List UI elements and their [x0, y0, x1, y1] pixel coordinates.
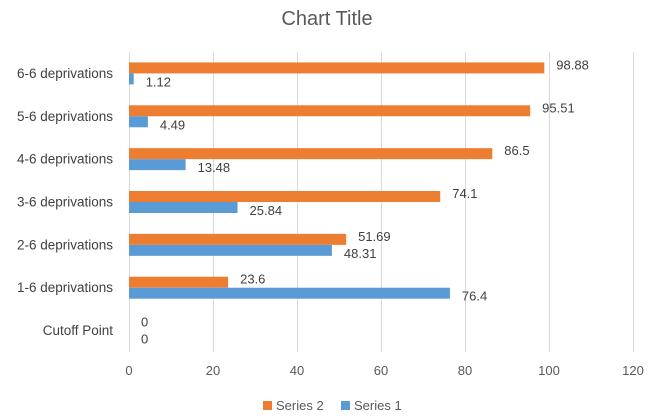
- bar: [129, 73, 134, 85]
- category-label: 1-6 deprivations: [17, 280, 113, 295]
- data-label: 76.4: [462, 289, 487, 304]
- data-label: 74.1: [452, 186, 477, 201]
- data-label: 86.5: [504, 143, 529, 158]
- x-tick-label: 20: [206, 363, 220, 378]
- data-label: 0: [141, 332, 148, 347]
- bar: [129, 159, 186, 171]
- bar: [129, 191, 441, 202]
- data-label: 0: [141, 315, 148, 330]
- x-tick-label: 0: [125, 363, 132, 378]
- bar: [129, 105, 531, 117]
- data-label: 4.49: [160, 117, 185, 132]
- bars: [129, 62, 545, 299]
- category-label: 4-6 deprivations: [17, 152, 113, 167]
- x-tick-label: 120: [622, 363, 644, 378]
- x-tick-label: 80: [458, 363, 472, 378]
- bar: [129, 62, 545, 74]
- data-label: 95.51: [542, 100, 575, 115]
- bar: [129, 276, 229, 288]
- chart-title: Chart Title: [281, 8, 372, 30]
- bar: [129, 244, 332, 256]
- bar: [129, 202, 238, 213]
- data-label: 48.31: [344, 246, 377, 261]
- bar: [129, 116, 148, 128]
- legend-swatch: [263, 401, 272, 410]
- data-label: 13.48: [198, 160, 231, 175]
- legend-swatch: [341, 401, 350, 410]
- category-labels: Cutoff Point 1-6 deprivations 2-6 deprivat…: [17, 66, 113, 338]
- bar: [129, 233, 347, 245]
- category-label: 5-6 deprivations: [17, 109, 113, 124]
- bar: [129, 148, 493, 160]
- x-tick-label: 60: [374, 363, 388, 378]
- data-label: 23.6: [240, 272, 265, 287]
- data-label: 98.88: [556, 57, 589, 72]
- legend-label: Series 1: [354, 398, 402, 413]
- x-tick-label: 100: [538, 363, 560, 378]
- category-label: 3-6 deprivations: [17, 195, 113, 210]
- bar: [129, 287, 450, 299]
- category-label: Cutoff Point: [43, 323, 114, 338]
- data-label: 25.84: [250, 203, 283, 218]
- x-tick-label: 40: [290, 363, 304, 378]
- data-label: 1.12: [146, 74, 171, 89]
- data-labels: 0 0 23.6 76.4 51.69 48.31 74.1 25.84 86.5 13.48 95…: [141, 57, 589, 346]
- data-label: 51.69: [358, 229, 391, 244]
- x-axis-ticks: 0 20 40 60 80 100 120: [125, 363, 643, 378]
- legend-label: Series 2: [276, 398, 324, 413]
- legend: Series 2 Series 1: [263, 398, 402, 413]
- category-label: 6-6 deprivations: [17, 66, 113, 81]
- category-label: 2-6 deprivations: [17, 237, 113, 252]
